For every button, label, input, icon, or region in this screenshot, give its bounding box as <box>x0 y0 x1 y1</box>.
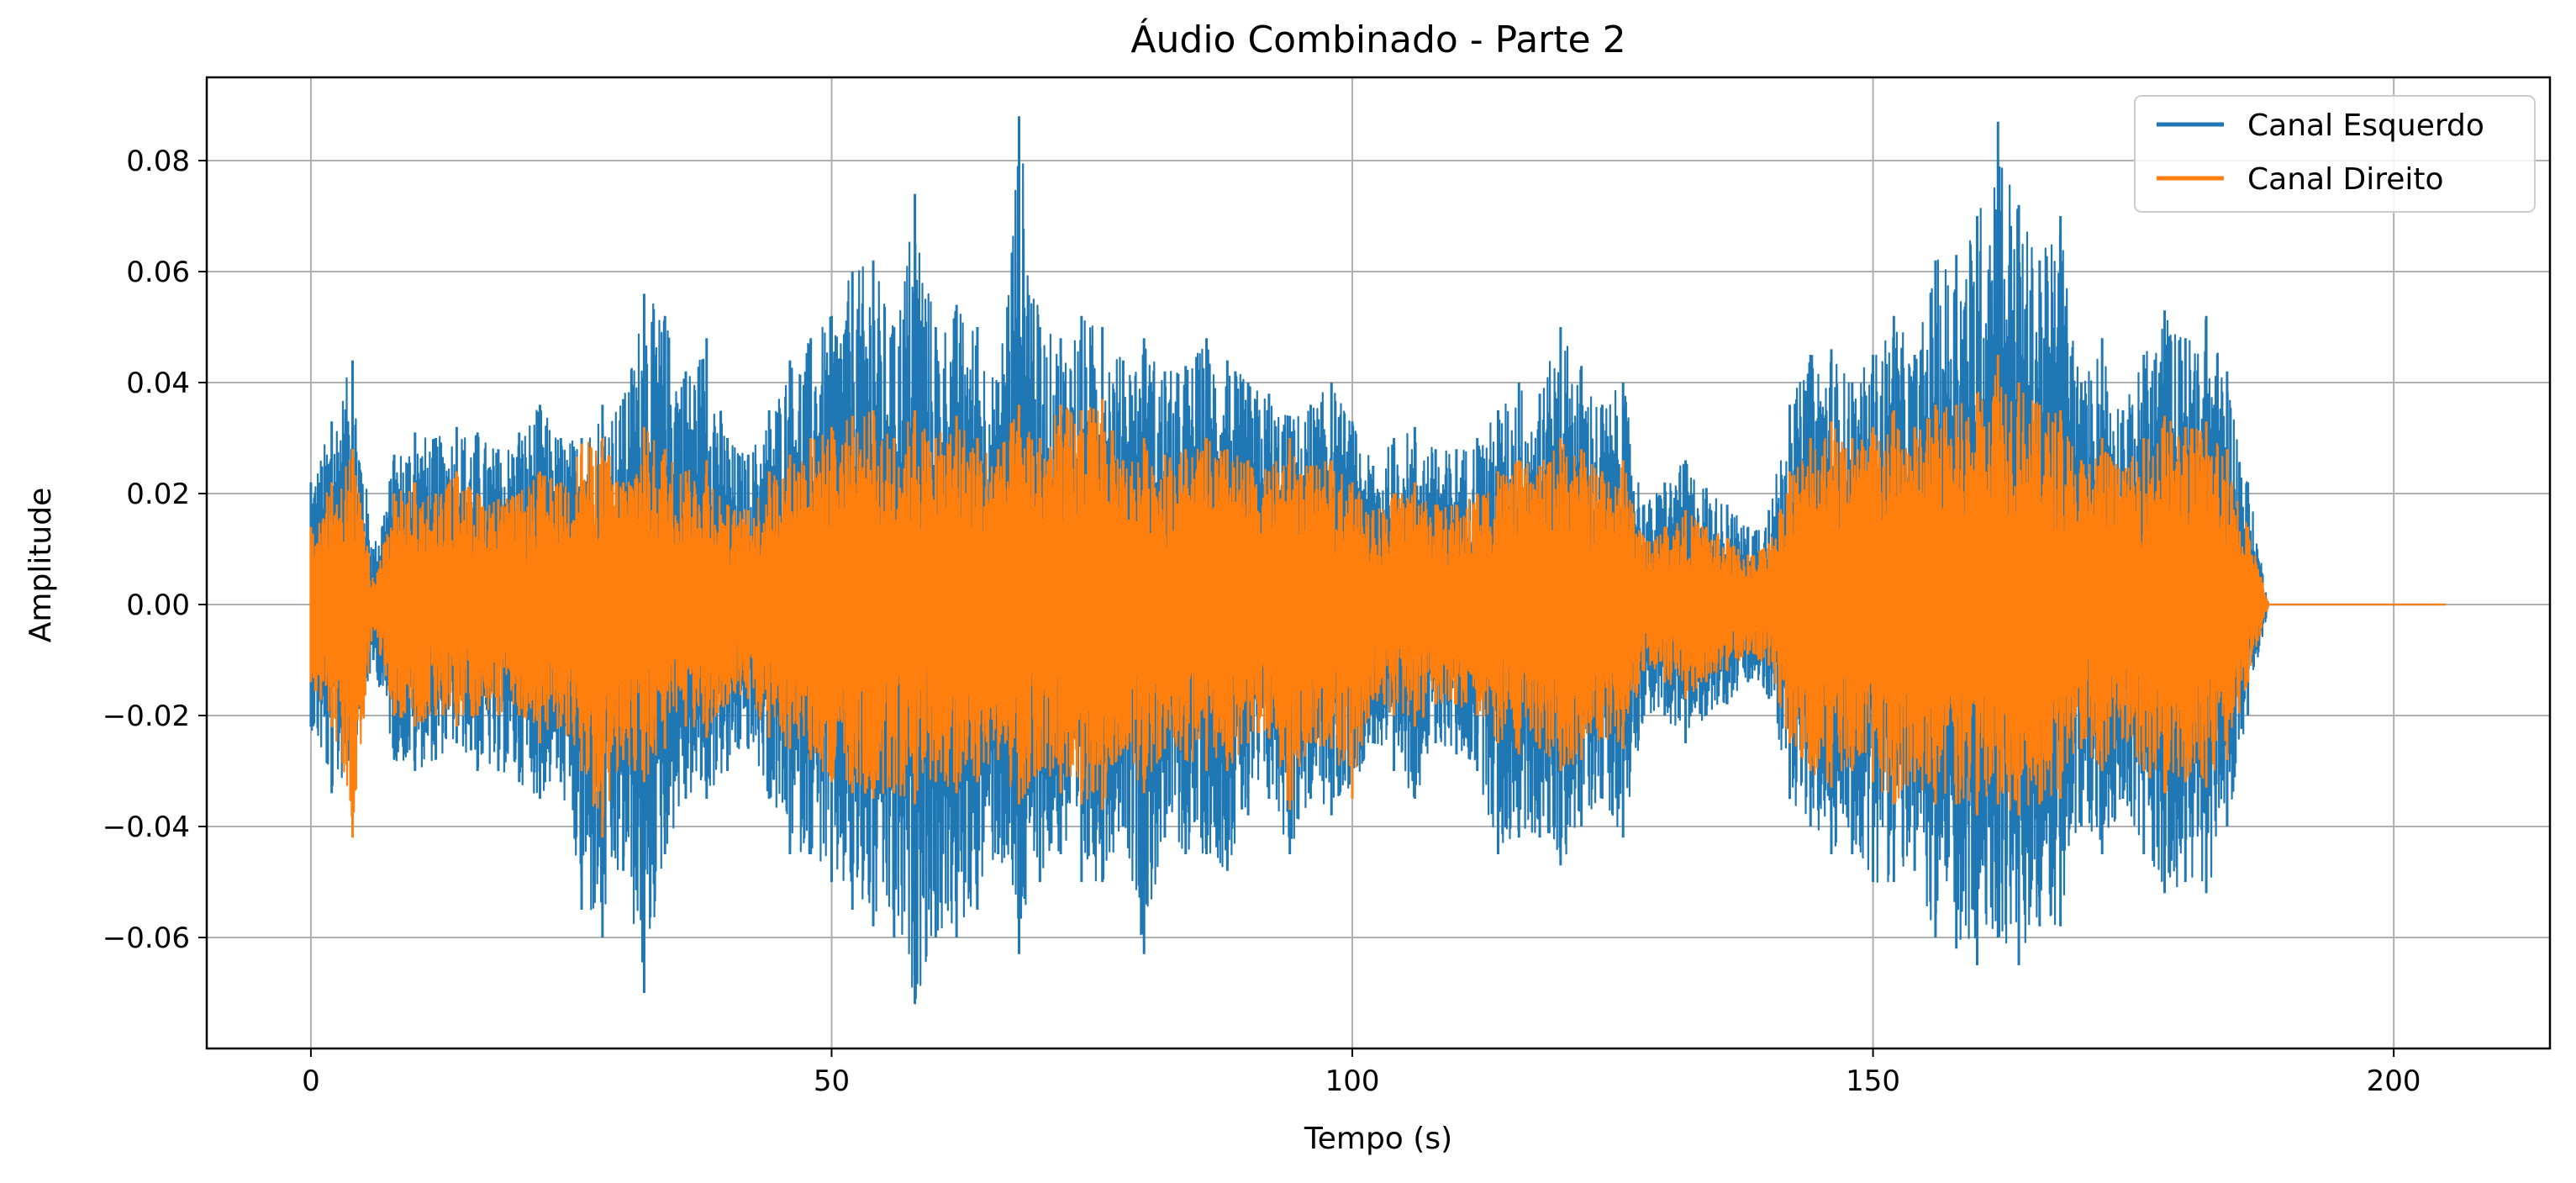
legend-label-canal-direito: Canal Direito <box>2247 162 2444 197</box>
series-line-canal-direito <box>309 375 2447 817</box>
x-tick-label: 150 <box>1846 1064 1900 1098</box>
legend-label-canal-esquerdo: Canal Esquerdo <box>2247 108 2484 143</box>
y-tick-label: 0.02 <box>126 478 190 511</box>
y-tick-label: 0.04 <box>126 367 190 400</box>
y-axis-label: Amplitude <box>24 488 58 642</box>
x-tick-label: 0 <box>302 1064 320 1098</box>
y-tick-label: −0.06 <box>103 922 190 955</box>
y-tick-label: 0.06 <box>126 256 190 289</box>
y-tick-label: −0.04 <box>103 811 190 844</box>
y-tick-label: −0.02 <box>103 700 190 733</box>
x-axis: 0 50 100 150 200 <box>302 1048 2421 1098</box>
waveforms <box>309 116 2447 1005</box>
legend: Canal Esquerdo Canal Direito <box>2134 95 2536 213</box>
y-axis: −0.06 −0.04 −0.02 0.00 0.02 0.04 0.06 0.08 <box>103 145 207 955</box>
x-tick-label: 200 <box>2367 1064 2421 1098</box>
y-tick-label: 0.08 <box>126 145 190 178</box>
x-tick-label: 50 <box>814 1064 850 1098</box>
x-tick-label: 100 <box>1325 1064 1380 1098</box>
y-tick-label: 0.00 <box>126 589 190 622</box>
legend-box <box>2134 95 2536 213</box>
x-axis-label: Tempo (s) <box>1304 1122 1452 1156</box>
chart-title: Áudio Combinado - Parte 2 <box>1130 17 1625 61</box>
plot-frame <box>205 76 2552 1050</box>
